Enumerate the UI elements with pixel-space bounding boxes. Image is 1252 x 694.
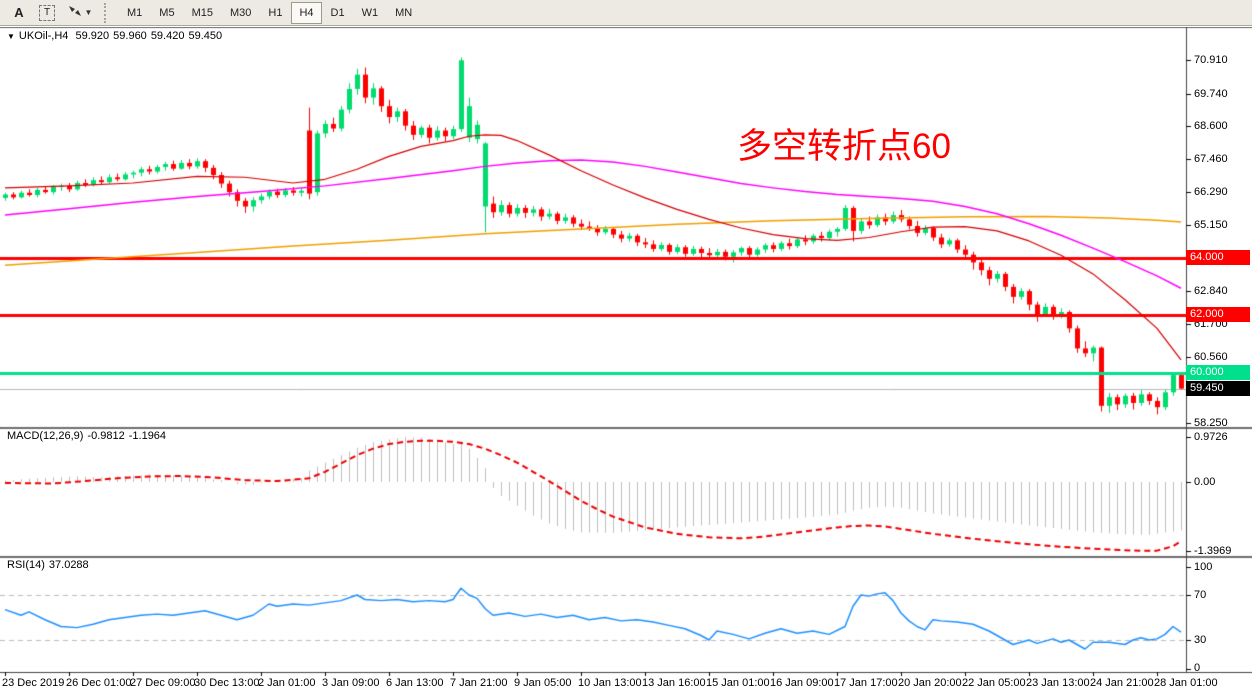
toolbar-grip (104, 2, 113, 23)
macd-tick-label: 0.9726 (1194, 431, 1228, 443)
rsi-tick-label: 30 (1194, 634, 1207, 646)
level-price-badge: 60.000 (1186, 364, 1250, 380)
macd-name: MACD(12,26,9) (7, 430, 84, 442)
time-tick-label: 26 Dec 01:00 (66, 677, 132, 689)
time-tick-label: 3 Jan 09:00 (322, 677, 380, 689)
time-tick-label: 6 Jan 13:00 (386, 677, 444, 689)
timeframe-group: M1 M5 M15 M30 H1 H4 D1 W1 MN (119, 1, 421, 24)
high-value: 59.960 (113, 30, 147, 42)
chevron-down-icon: ▼ (84, 8, 93, 17)
price-tick-label: 65.150 (1194, 219, 1228, 232)
time-tick-label: 2 Jan 01:00 (258, 677, 316, 689)
open-value: 59.920 (75, 30, 110, 42)
level-price-badge: 64.000 (1186, 250, 1250, 266)
macd-label: MACD(12,26,9) -0.9812 -1.1964 (7, 430, 170, 442)
chart-title: ▼ UKOil-,H4 59.920 59.960 59.420 59.450 (7, 30, 226, 42)
rsi-name: RSI(14) (7, 559, 45, 571)
price-tick-label: 58.250 (1194, 417, 1228, 429)
timeframe-button-m1[interactable]: M1 (127, 6, 143, 19)
price-tick-label: 67.460 (1194, 152, 1228, 165)
rsi-tick-label: 0 (1194, 661, 1201, 674)
low-value: 59.420 (150, 30, 185, 42)
price-tick-label: 68.600 (1194, 120, 1228, 133)
macd-value: -0.9812 (87, 430, 125, 442)
time-tick-label: 9 Jan 05:00 (514, 677, 572, 689)
level-price-badge: 62.000 (1186, 307, 1250, 323)
toolbar: A T ▼ M1 M5 M15 M30 H1 H4 D1 W1 MN (0, 0, 1252, 26)
time-tick-label: 7 Jan 21:00 (450, 677, 508, 689)
macd-tick-label: 0.00 (1194, 476, 1216, 488)
timeframe-button-h1[interactable]: H1 (268, 6, 283, 19)
time-tick-label: 30 Dec 13:00 (194, 677, 260, 689)
font-tool-button[interactable]: A (6, 2, 32, 24)
timeframe-button-w1[interactable]: W1 (361, 6, 379, 19)
rsi-label: RSI(14) 37.0288 (7, 559, 93, 571)
cursor-arrows-icon (68, 5, 82, 20)
rsi-tick-label: 70 (1194, 589, 1207, 601)
price-tick-label: 60.560 (1194, 350, 1228, 363)
timeframe-button-m15[interactable]: M15 (191, 6, 213, 19)
rsi-value: 37.0288 (48, 559, 89, 571)
price-tick-label: 62.840 (1194, 285, 1228, 298)
timeframe-button-d1[interactable]: D1 (330, 6, 345, 19)
price-tick-label: 69.740 (1194, 87, 1228, 100)
cursor-mode-button[interactable]: ▼ (62, 2, 98, 24)
time-tick-label: 23 Jan 13:00 (1026, 677, 1090, 689)
timeframe-button-mn[interactable]: MN (395, 6, 413, 19)
time-tick-label: 15 Jan 01:00 (706, 677, 770, 689)
time-tick-label: 16 Jan 09:00 (770, 677, 834, 689)
time-tick-label: 20 Jan 20:00 (898, 677, 962, 689)
text-label-tool-button[interactable]: T (34, 2, 60, 24)
timeframe-button-m5[interactable]: M5 (159, 6, 175, 19)
rsi-tick-label: 100 (1194, 561, 1213, 574)
time-tick-label: 24 Jan 21:00 (1090, 677, 1154, 689)
time-tick-label: 17 Jan 17:00 (834, 677, 898, 689)
time-tick-label: 22 Jan 05:00 (962, 677, 1026, 689)
time-tick-label: 13 Jan 16:00 (642, 677, 706, 689)
font-tool-label: A (14, 5, 24, 20)
symbol-dropdown-icon[interactable]: ▼ (7, 32, 15, 41)
chart-window (0, 27, 1252, 694)
price-tick-label: 66.290 (1194, 186, 1228, 199)
time-tick-label: 28 Jan 01:00 (1154, 677, 1218, 689)
text-label-icon: T (39, 4, 55, 21)
symbol-period-label: UKOil-,H4 (18, 30, 69, 42)
timeframe-button-h4[interactable]: H4 (291, 1, 322, 24)
time-tick-label: 23 Dec 2019 (2, 677, 65, 689)
chart-canvas[interactable] (0, 27, 1252, 694)
current-price-badge: 59.450 (1186, 380, 1250, 396)
close-value: 59.450 (188, 30, 223, 42)
price-tick-label: 70.910 (1194, 54, 1228, 66)
macd-signal-value: -1.1964 (128, 430, 167, 442)
time-tick-label: 10 Jan 13:00 (578, 677, 642, 689)
time-tick-label: 27 Dec 09:00 (130, 677, 196, 689)
timeframe-button-m30[interactable]: M30 (229, 6, 252, 19)
chart-annotation: 多空转折点60 (737, 127, 951, 166)
macd-tick-label: -1.3969 (1194, 545, 1232, 557)
